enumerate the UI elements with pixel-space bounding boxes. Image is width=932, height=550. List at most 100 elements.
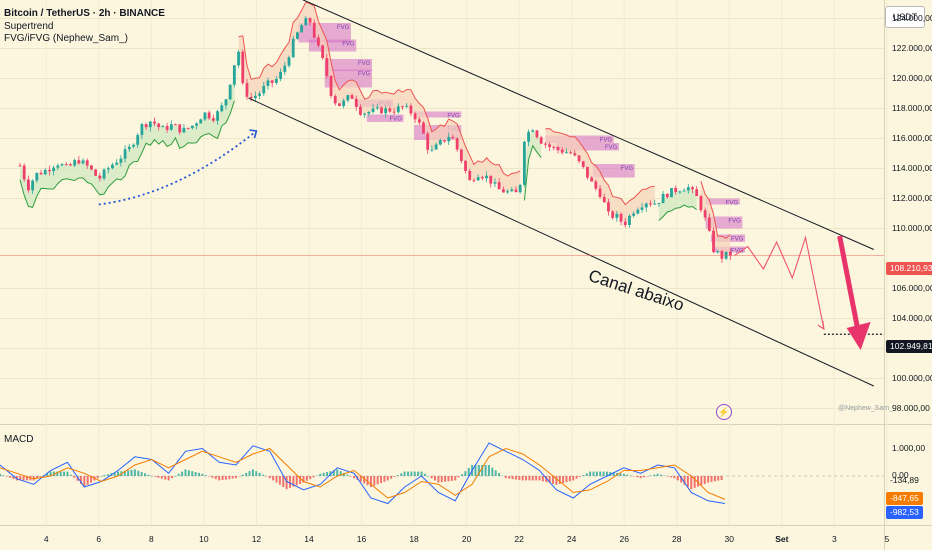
macd-histogram-bar [187,470,190,476]
macd-histogram-bar [575,476,578,479]
signal-line [0,447,726,500]
macd-histogram-bar [504,476,507,479]
candle-body [64,164,68,166]
drawings [0,0,884,387]
supertrend-down-fill [238,2,521,192]
candle-body [333,96,337,104]
fvg-zone [705,198,740,205]
macd-histogram-bar [639,476,642,479]
candle-body [165,126,169,130]
candle-body [518,184,522,193]
macd-histogram-bar [477,465,480,476]
candle-body [262,85,266,94]
candle-body [367,112,371,114]
candle-body [274,78,278,83]
macd-histogram-bar [275,476,278,483]
macd-histogram-bar [46,473,49,476]
candle-body [98,175,102,179]
candle-body [283,65,287,72]
macd-histogram-bar [400,473,403,476]
candle-body [338,103,341,106]
candle-body [329,75,333,97]
blue-arrow-head [249,129,258,139]
candle-body [674,188,678,192]
fvg-zone [414,111,462,118]
candle-body [169,124,173,130]
candle-body [443,140,446,142]
candle-body [712,230,715,252]
macd-histogram-bar [693,476,696,488]
candle-body [161,126,165,128]
macd-histogram-bar [595,471,598,476]
fvg-label: FVG [447,114,460,120]
macd-tick-label: 0,00 [892,470,909,480]
time-tick-label: 6 [96,534,102,544]
indicator-supertrend-label[interactable]: Supertrend [4,21,54,32]
macd-histogram-bar [390,476,393,479]
macd-histogram-bar [353,476,356,479]
macd-histogram-bar [683,476,686,485]
fvg-label: FVG [358,61,371,67]
macd-histogram-bar [258,472,261,476]
macd-histogram-bar [457,476,460,478]
candle-body [325,58,329,76]
candle-body [581,161,585,167]
fvg-zone [592,164,635,178]
macd-histogram-bar [605,471,608,476]
macd-histogram-bar [703,476,706,484]
candle-body [350,95,354,99]
macd-histogram-bar [349,476,352,477]
macd-histogram-bar [302,476,305,483]
candle-body [266,80,270,86]
candle-body [296,32,299,39]
price-tick-label: 100.000,00 [892,372,932,383]
macd-histogram-bar [36,476,39,479]
macd-histogram-bar [589,471,592,476]
candle-body [594,181,598,189]
candle-body [237,51,240,66]
time-tick-label: 22 [514,534,524,544]
macd-histogram-bar [565,476,568,483]
macd-histogram-bar [501,475,504,477]
macd-histogram-bar [454,476,457,481]
candle-body [270,80,274,83]
macd-histogram-bar [9,476,12,478]
candle-body [468,170,472,181]
macd-histogram-bar [251,469,254,476]
macd-histogram-bar [487,465,490,476]
indicator-fvg-label[interactable]: FVG/iFVG (Nephew_Sam_) [4,33,128,44]
candle-body [640,207,644,210]
candle-body [186,127,190,129]
supertrend-down-line [700,180,731,239]
macd-histogram-bar [90,476,93,483]
macd-histogram-bar [720,476,723,480]
candle-body [85,160,89,166]
candle-body [497,182,501,190]
candle-body [590,177,594,182]
macd-histogram-bar [170,476,173,479]
macd-histogram-bar [79,476,82,484]
macd-histogram-bar [663,475,666,477]
candle-body [539,137,543,144]
candle-body [619,213,623,222]
candle-body [216,111,219,121]
candle-body [657,203,661,205]
macd-histogram-bar [494,470,497,476]
price-tick-label: 112.000,00 [892,192,932,203]
candle-body [182,127,186,133]
candle-body [144,124,148,128]
price-tick-label: 120.000,00 [892,72,932,83]
time-tick-label: Set [775,534,789,544]
macd-histogram-bar [545,476,548,483]
currency-button[interactable]: USDT [885,6,925,28]
fvg-label: FVG [358,72,371,78]
lightning-icon[interactable]: ⚡ [716,404,732,420]
candle-body [472,180,476,182]
macd-histogram-bar [235,476,238,479]
time-tick-label: 28 [672,534,682,544]
supertrend-down-line [545,128,655,206]
candle-body [60,164,64,166]
candle-body [203,112,207,120]
candle-body [207,112,211,119]
